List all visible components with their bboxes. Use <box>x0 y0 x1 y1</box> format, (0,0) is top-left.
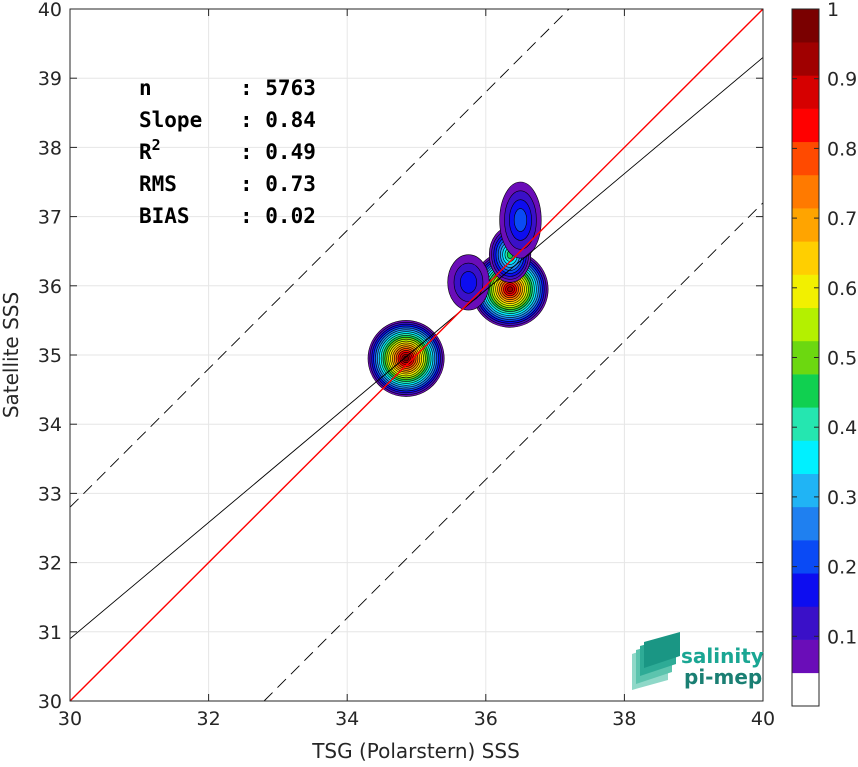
x-axis-label: TSG (Polarstern) SSS <box>311 739 520 763</box>
stat-value: : 5763 <box>240 76 316 100</box>
stats-box: n : 5763 Slope : 0.84 R2 : 0.49 RMS : 0.73 BIAS:… <box>139 76 316 228</box>
colorbar-segment <box>792 141 819 176</box>
envelope-dashed-line <box>69 8 570 508</box>
colorbar-segment <box>792 506 819 541</box>
x-tick-label: 32 <box>197 708 221 730</box>
colorbar-segment <box>792 606 819 640</box>
colorbar-segment <box>792 573 819 607</box>
y-tick-label: 33 <box>38 483 62 505</box>
stat-value: : 0.84 <box>240 108 316 132</box>
colorbar-segment <box>792 407 819 441</box>
stat-label: n <box>139 76 152 100</box>
colorbar-segment <box>792 174 819 209</box>
stat-label-superscript: 2 <box>152 136 161 154</box>
y-tick-label: 40 <box>38 0 62 21</box>
colorbar-segment <box>792 75 819 109</box>
x-tick-label: 36 <box>474 708 498 730</box>
stat-label: RMS <box>139 172 177 196</box>
stat-label: R2 <box>139 136 161 164</box>
salinity-pi-mep-logo: salinity pi-mep <box>632 632 764 690</box>
logo-line1: salinity <box>681 644 764 668</box>
colorbar-segment <box>792 42 819 76</box>
y-tick-label: 31 <box>38 622 62 644</box>
x-tick-label: 40 <box>751 708 775 730</box>
y-tick-label: 35 <box>38 345 62 367</box>
colorbar-tick-label: 0.8 <box>827 138 857 160</box>
y-tick-label: 30 <box>38 691 62 713</box>
stat-label-text: BIAS <box>139 204 190 228</box>
y-tick-label: 36 <box>38 276 62 298</box>
colorbar-segment <box>792 108 819 143</box>
y-axis-label: Satellite SSS <box>0 292 23 418</box>
reference-lines <box>69 8 764 702</box>
colorbar-tick-label: 0.5 <box>827 348 857 370</box>
colorbar-tick-label: 0.3 <box>827 487 857 509</box>
stat-label: BIAS <box>139 204 190 228</box>
y-tick-label: 37 <box>38 207 62 229</box>
colorbar-segment <box>792 540 819 574</box>
stat-label-text: n <box>139 76 152 100</box>
stat-label-text: R <box>139 140 152 164</box>
y-axis: 30 31 32 33 34 35 36 37 38 39 40 <box>38 0 763 713</box>
stat-label: Slope <box>139 108 202 132</box>
stat-value: : 0.02 <box>240 204 316 228</box>
colorbar: 0.1 0.2 0.3 0.4 0.5 0.6 0.7 0.8 0.9 1 <box>791 0 857 707</box>
envelope-dashed-line <box>263 202 764 702</box>
colorbar-segment <box>792 374 819 408</box>
y-tick-label: 34 <box>38 414 62 436</box>
colorbar-tick-label: 0.7 <box>827 208 857 230</box>
colorbar-tick-label: 1 <box>827 0 839 21</box>
colorbar-segment <box>792 440 819 474</box>
colorbar-segment <box>792 473 819 508</box>
density-contour-level <box>513 208 528 232</box>
colorbar-segment <box>792 307 819 342</box>
x-tick-label: 30 <box>58 708 82 730</box>
y-tick-label: 38 <box>38 137 62 159</box>
logo-line2: pi-mep <box>684 665 762 689</box>
stat-label-text: Slope <box>139 108 202 132</box>
y-tick-label: 39 <box>38 68 62 90</box>
stat-value: : 0.73 <box>240 172 316 196</box>
colorbar-tick-label: 0.9 <box>827 69 857 91</box>
fit-line <box>69 57 764 640</box>
colorbar-segment <box>792 672 819 707</box>
colorbar-tick-label: 0.4 <box>827 417 857 439</box>
y-tick-label: 32 <box>38 553 62 575</box>
x-axis: 30 32 34 36 38 40 <box>58 9 775 730</box>
stat-value: : 0.49 <box>240 140 316 164</box>
colorbar-tick-label: 0.2 <box>827 557 857 579</box>
colorbar-segment <box>792 9 819 43</box>
colorbar-tick-label: 0.1 <box>827 626 857 648</box>
identity-line <box>69 8 764 702</box>
colorbar-segment <box>792 241 819 275</box>
stat-label-text: RMS <box>139 172 177 196</box>
colorbar-segment <box>792 639 819 674</box>
colorbar-tick-label: 0.6 <box>827 278 857 300</box>
colorbar-segment <box>792 274 819 309</box>
density-contour-level <box>507 286 513 293</box>
x-tick-label: 38 <box>612 708 636 730</box>
logo-waves-icon <box>632 632 680 690</box>
x-tick-label: 34 <box>335 708 359 730</box>
density-contours <box>367 181 549 397</box>
density-contour-level <box>459 271 477 294</box>
colorbar-segment <box>792 208 819 242</box>
